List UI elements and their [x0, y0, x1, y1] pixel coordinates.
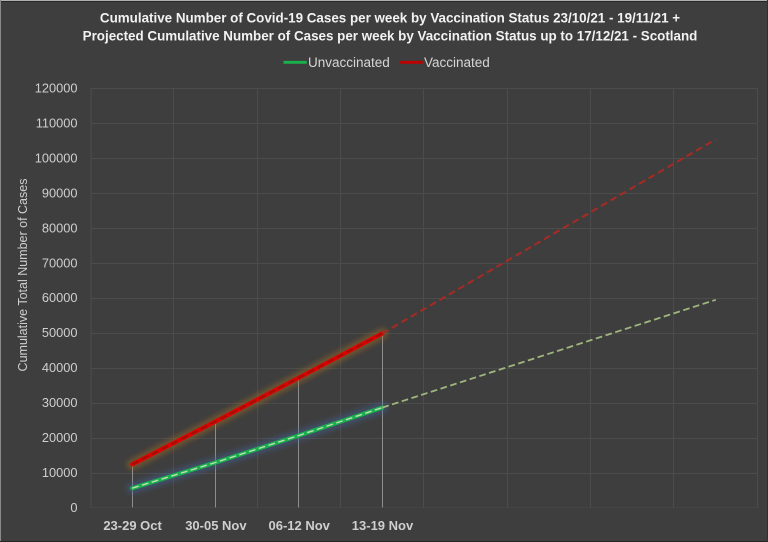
svg-text:06-12 Nov: 06-12 Nov: [268, 518, 330, 533]
svg-text:90000: 90000: [42, 185, 78, 200]
svg-text:30-05 Nov: 30-05 Nov: [185, 518, 247, 533]
svg-text:30000: 30000: [42, 395, 78, 410]
svg-text:23-29 Oct: 23-29 Oct: [103, 518, 162, 533]
svg-text:40000: 40000: [42, 360, 78, 375]
svg-text:120000: 120000: [35, 81, 78, 96]
svg-text:70000: 70000: [42, 255, 78, 270]
svg-text:10000: 10000: [42, 465, 78, 480]
svg-text:110000: 110000: [36, 116, 78, 131]
svg-text:50000: 50000: [42, 325, 78, 340]
svg-text:20000: 20000: [42, 430, 78, 445]
svg-text:Cumulative Number of Covid-19: Cumulative Number of Covid-19 Cases per …: [100, 11, 680, 26]
svg-text:Vaccinated: Vaccinated: [424, 55, 490, 70]
svg-text:0: 0: [70, 500, 77, 515]
svg-text:Unvaccinated: Unvaccinated: [308, 55, 390, 70]
svg-text:Projected Cumulative Number of: Projected Cumulative Number of Cases per…: [83, 29, 698, 44]
svg-text:Cumulative Total Number of Cas: Cumulative Total Number of Cases: [16, 179, 30, 372]
svg-text:80000: 80000: [42, 220, 78, 235]
svg-text:13-19 Nov: 13-19 Nov: [352, 518, 414, 533]
svg-text:100000: 100000: [35, 150, 78, 165]
svg-text:60000: 60000: [42, 290, 78, 305]
